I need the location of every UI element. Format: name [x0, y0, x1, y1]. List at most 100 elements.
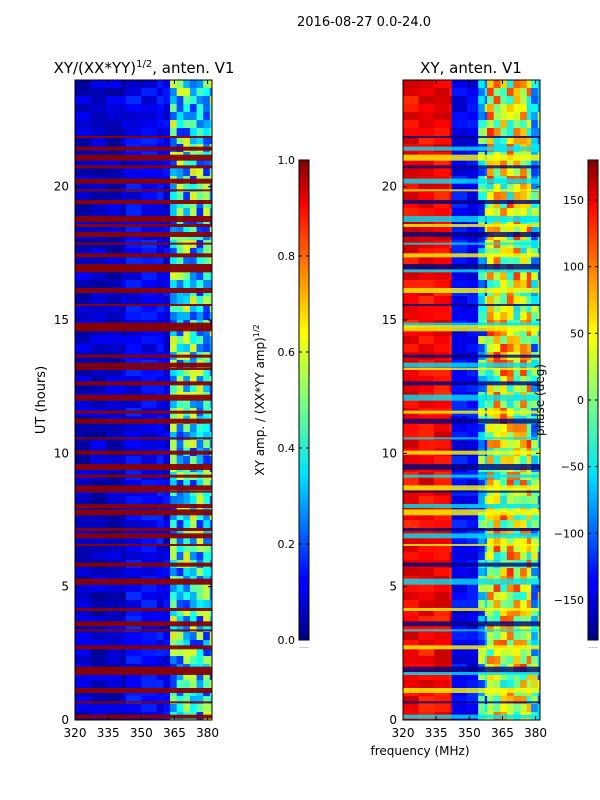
right-cell [418, 160, 435, 169]
left-cell [105, 616, 122, 625]
left-cell [156, 224, 164, 233]
left-cell [90, 624, 107, 633]
left-cell [141, 648, 158, 657]
right-flag-row [403, 178, 540, 184]
right-cell [486, 208, 495, 217]
left-cell [176, 600, 184, 609]
left-cell [196, 160, 204, 169]
right-cell [513, 616, 521, 625]
right-cell [478, 96, 486, 105]
right-cell [433, 256, 450, 265]
left-cell [170, 656, 178, 665]
right-cell [433, 88, 450, 97]
right-cell [484, 432, 488, 441]
left-cell [183, 424, 191, 433]
right-flag-row [403, 269, 540, 273]
left-cell [75, 696, 91, 705]
left-cell [75, 608, 91, 617]
left-cell [203, 696, 211, 705]
right-cell [531, 656, 539, 665]
left-cell [75, 384, 91, 393]
right-cell [513, 704, 521, 713]
right-cell [506, 592, 514, 601]
right-cell [526, 80, 532, 89]
right-flag-row [403, 504, 540, 508]
left-cell [75, 280, 91, 289]
right-cell [513, 136, 521, 145]
left-cell [209, 96, 212, 105]
left-cell [105, 600, 122, 609]
right-flag-row [403, 154, 540, 161]
right-cell [449, 656, 453, 665]
left-cell [170, 624, 178, 633]
left-cell [75, 544, 91, 553]
left-cell [75, 104, 91, 113]
left-cell [176, 384, 184, 393]
right-cell [537, 296, 540, 305]
left-cell [183, 248, 191, 257]
right-cell [493, 512, 501, 521]
right-cell [520, 512, 528, 521]
right-cell [493, 96, 501, 105]
right-cell [513, 536, 521, 545]
right-cell [403, 608, 419, 617]
left-cell [189, 136, 198, 145]
right-cell [513, 544, 521, 553]
left-cell [105, 424, 122, 433]
left-cell [196, 440, 204, 449]
right-cell [451, 400, 468, 409]
right-cell [506, 104, 514, 113]
right-cell [403, 128, 419, 137]
right-cell [403, 200, 419, 209]
left-cell [209, 104, 212, 113]
right-cell [537, 328, 540, 337]
right-cell [451, 536, 468, 545]
left-cell [196, 672, 204, 681]
right-cell [526, 640, 532, 649]
right-cell [486, 616, 495, 625]
right-cell [526, 136, 532, 145]
left-cell [203, 248, 211, 257]
left-cell [170, 368, 178, 377]
left-cell [183, 672, 191, 681]
right-cell [449, 160, 453, 169]
right-cell [433, 600, 450, 609]
left-cell [163, 504, 171, 513]
colorbar-tick-label: 150 [563, 194, 584, 207]
right-cell [467, 672, 479, 681]
left-cell [90, 424, 107, 433]
left-cell [141, 120, 158, 129]
right-cell [520, 592, 528, 601]
left-cell [163, 96, 171, 105]
left-cell [156, 328, 164, 337]
right-cell [418, 104, 435, 113]
right-flag-row [403, 368, 540, 370]
right-cell [418, 336, 435, 345]
left-cell [90, 160, 107, 169]
right-cell [531, 376, 539, 385]
left-cell [209, 168, 212, 177]
right-x-axis: 320 335 350 365 380 [392, 80, 547, 740]
left-cell [121, 440, 127, 449]
right-cell [484, 456, 488, 465]
left-cell [75, 600, 91, 609]
right-cell [537, 192, 540, 201]
right-cell [403, 656, 419, 665]
left-cell [196, 600, 204, 609]
right-cell [486, 672, 495, 681]
right-cell [513, 696, 521, 705]
right-cell [526, 528, 532, 537]
right-cell [493, 328, 501, 337]
left-cell [189, 296, 198, 305]
left-cell [121, 376, 127, 385]
left-cell [141, 280, 158, 289]
right-cell [433, 608, 450, 617]
right-cell [449, 424, 453, 433]
right-cell [449, 336, 453, 345]
right-cell [531, 512, 539, 521]
left-cell [105, 640, 122, 649]
right-cell [478, 224, 486, 233]
right-cell [526, 96, 532, 105]
left-cell [75, 296, 91, 305]
left-cell [90, 296, 107, 305]
